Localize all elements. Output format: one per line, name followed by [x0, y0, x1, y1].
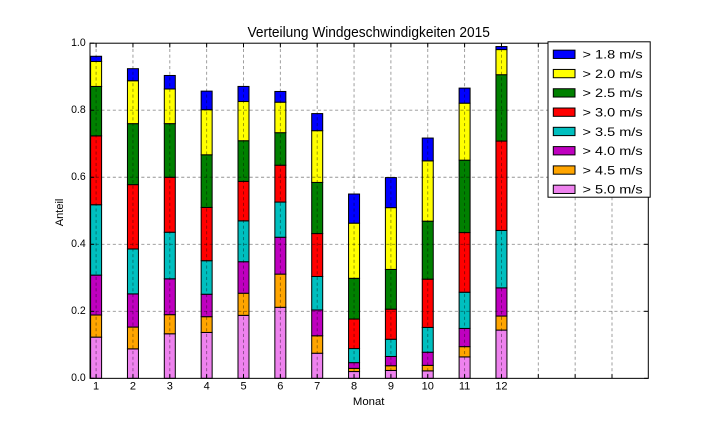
- svg-text:Anteil: Anteil: [54, 199, 66, 227]
- svg-text:5: 5: [240, 381, 246, 393]
- svg-text:1: 1: [93, 381, 99, 393]
- svg-text:> 4.0 m/s: > 4.0 m/s: [583, 144, 643, 158]
- svg-text:Verteilung Windgeschwindigkeit: Verteilung Windgeschwindigkeiten 2015: [248, 25, 490, 41]
- svg-text:8: 8: [351, 381, 357, 393]
- svg-text:> 2.5 m/s: > 2.5 m/s: [583, 86, 643, 100]
- svg-text:9: 9: [388, 381, 394, 393]
- svg-text:12: 12: [495, 381, 507, 393]
- svg-text:3: 3: [167, 381, 173, 393]
- svg-text:Monat: Monat: [353, 396, 385, 408]
- svg-text:> 3.5 m/s: > 3.5 m/s: [583, 125, 643, 139]
- svg-text:4: 4: [204, 381, 210, 393]
- svg-text:> 2.0 m/s: > 2.0 m/s: [583, 67, 643, 81]
- svg-text:> 3.0 m/s: > 3.0 m/s: [583, 105, 643, 119]
- svg-text:0.6: 0.6: [71, 171, 86, 183]
- svg-text:0.0: 0.0: [71, 372, 86, 384]
- svg-text:> 5.0 m/s: > 5.0 m/s: [583, 183, 643, 197]
- svg-text:6: 6: [277, 381, 283, 393]
- svg-text:1.0: 1.0: [71, 37, 86, 49]
- svg-text:2: 2: [130, 381, 136, 393]
- svg-text:0.2: 0.2: [71, 305, 86, 317]
- svg-text:> 1.8 m/s: > 1.8 m/s: [583, 48, 643, 62]
- svg-text:> 4.5 m/s: > 4.5 m/s: [583, 163, 643, 177]
- svg-text:11: 11: [459, 381, 470, 393]
- svg-text:0.8: 0.8: [71, 104, 86, 116]
- svg-text:7: 7: [314, 381, 320, 393]
- svg-text:10: 10: [422, 381, 434, 393]
- svg-text:0.4: 0.4: [71, 238, 86, 250]
